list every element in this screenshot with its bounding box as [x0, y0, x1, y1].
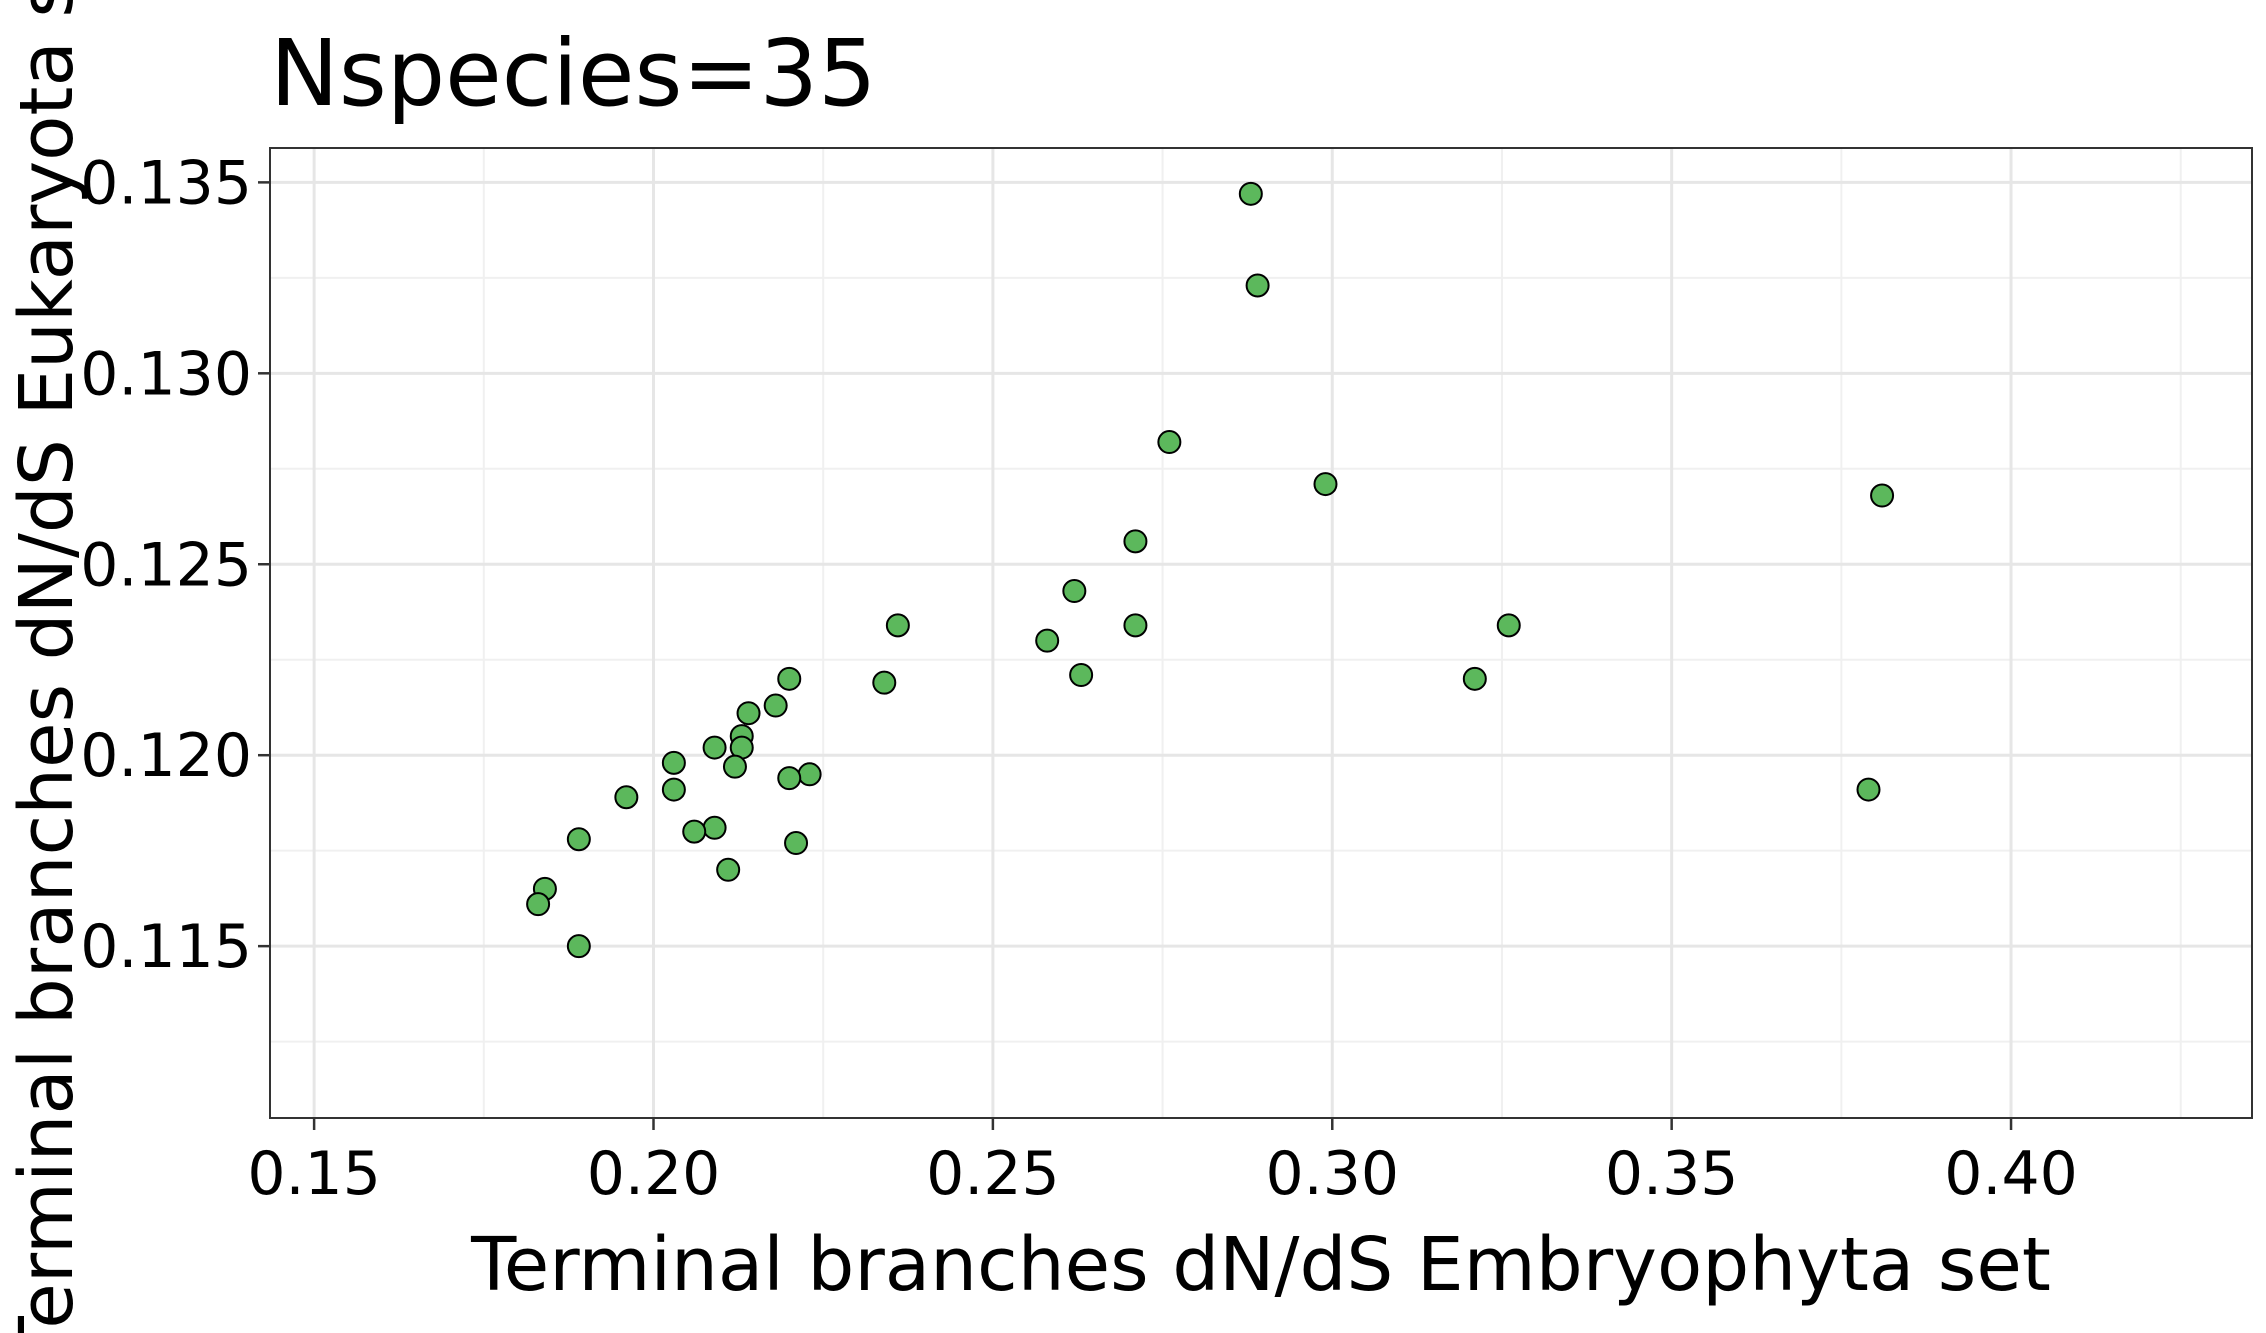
- data-point: [777, 766, 802, 791]
- data-point: [1245, 273, 1270, 298]
- data-point: [1856, 777, 1881, 802]
- data-point: [1496, 613, 1521, 638]
- axis-ticks: 0.15 0.20 0.25 0.30 0.35 0.40 0.115 0.120 0.125 0…: [80, 148, 2078, 1209]
- data-point: [702, 735, 727, 760]
- x-tick-label: 0.20: [587, 1139, 721, 1209]
- data-point: [1123, 529, 1148, 554]
- data-points: [526, 181, 1895, 959]
- data-point: [661, 777, 686, 802]
- data-point: [716, 857, 741, 882]
- data-point: [682, 819, 707, 844]
- grid-lines: [270, 148, 2252, 1118]
- data-point: [1123, 613, 1148, 638]
- y-tick-label: 0.115: [80, 912, 252, 982]
- data-point: [614, 785, 639, 810]
- data-point: [1035, 628, 1060, 653]
- data-point: [872, 670, 897, 695]
- y-axis-title: Terminal branches dN/dS Eukaryota set: [4, 0, 90, 1333]
- data-point: [722, 754, 747, 779]
- y-tick-label: 0.125: [80, 530, 252, 600]
- data-point: [1069, 663, 1094, 688]
- data-point: [885, 613, 910, 638]
- data-point: [1462, 666, 1487, 691]
- data-point: [1062, 578, 1087, 603]
- plot-panel-border: [269, 147, 2253, 1119]
- data-point: [797, 762, 822, 787]
- x-axis-title: Terminal branches dN/dS Embryophyta set: [470, 1222, 2051, 1308]
- x-tick-label: 0.35: [1605, 1139, 1739, 1209]
- data-point: [736, 701, 761, 726]
- data-point: [1870, 483, 1895, 508]
- x-tick-label: 0.25: [926, 1139, 1060, 1209]
- x-tick-label: 0.40: [1944, 1139, 2078, 1209]
- data-point: [1238, 181, 1263, 206]
- data-point: [702, 815, 727, 840]
- data-point: [526, 892, 551, 917]
- data-point: [566, 934, 591, 959]
- data-point: [763, 693, 788, 718]
- y-tick-label: 0.135: [80, 148, 252, 218]
- data-point: [566, 827, 591, 852]
- y-tick-label: 0.130: [80, 339, 252, 409]
- data-point: [1313, 472, 1338, 497]
- data-point: [784, 831, 809, 856]
- chart-title: Nspecies=35: [270, 20, 877, 127]
- y-tick-label: 0.120: [80, 721, 252, 791]
- data-point: [1157, 430, 1182, 455]
- data-point: [661, 750, 686, 775]
- x-tick-label: 0.30: [1265, 1139, 1399, 1209]
- x-tick-label: 0.15: [247, 1139, 381, 1209]
- data-point: [777, 666, 802, 691]
